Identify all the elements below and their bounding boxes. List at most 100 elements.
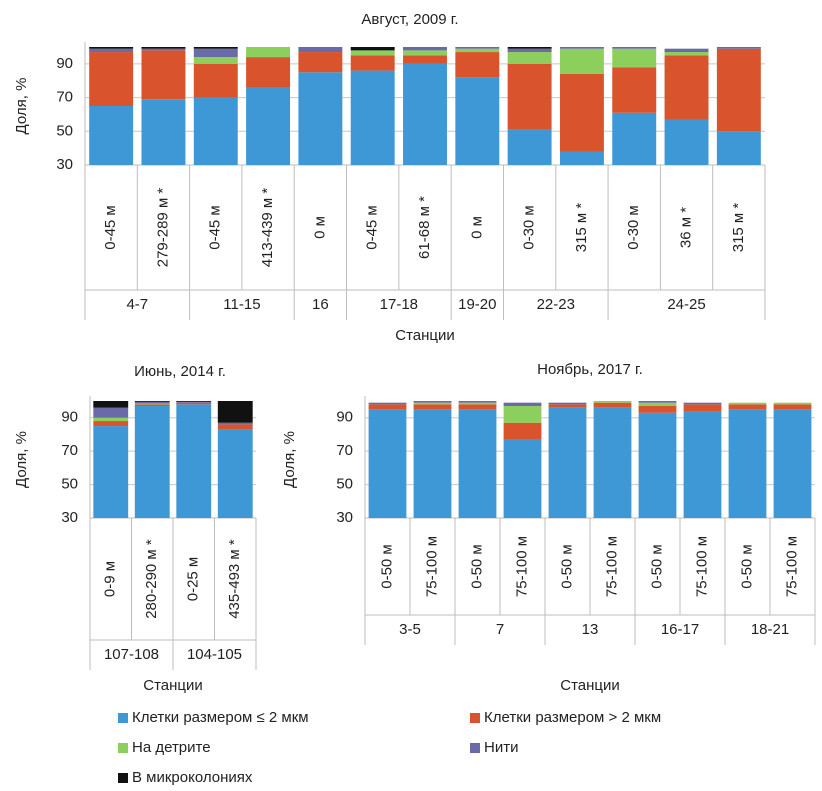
x-tick-label: 0-45 м <box>364 205 381 250</box>
bar-segment <box>664 48 709 53</box>
x-tick-label: 435-493 м * <box>226 539 243 619</box>
bar-segment <box>193 47 238 49</box>
bar-segment <box>507 48 552 53</box>
group-label: 24-25 <box>667 296 705 313</box>
legend-label: Клетки размером ≤ 2 мкм <box>132 709 309 726</box>
x-axis-label: Станции <box>143 677 203 694</box>
bar-segment <box>773 404 812 410</box>
legend-label: Нити <box>484 739 518 756</box>
bar-segment <box>176 401 212 402</box>
x-tick-label: 0-30 м <box>625 205 642 250</box>
bar-segment <box>548 407 587 518</box>
group-label: 104-105 <box>187 646 242 663</box>
bar-segment <box>503 402 542 407</box>
y-tick-label: 30 <box>56 156 73 173</box>
bar-segment <box>134 401 170 402</box>
chart-title: Ноябрь, 2017 г. <box>537 361 643 378</box>
bar-segment <box>141 99 186 165</box>
x-tick-label: 0-50 м <box>738 544 755 589</box>
y-axis-label: Доля, % <box>13 431 30 488</box>
x-tick-label: 61-68 м * <box>416 196 433 259</box>
bar-segment <box>350 47 395 51</box>
legend-label: Клетки размером > 2 мкм <box>484 709 661 726</box>
bar-segment <box>458 401 497 403</box>
bar-segment <box>716 48 761 132</box>
group-label: 7 <box>496 621 504 638</box>
x-tick-label: 0-25 м <box>185 557 202 602</box>
bar-segment <box>612 67 657 113</box>
group-label: 11-15 <box>223 296 260 313</box>
bar-segment <box>728 404 767 410</box>
x-tick-label: 0-30 м <box>521 205 538 250</box>
bar-segment <box>193 48 238 58</box>
bar-segment <box>403 47 447 51</box>
bar-segment <box>664 55 709 120</box>
bar-segment <box>503 439 542 518</box>
bar-segment <box>93 407 129 418</box>
x-axis-label: Станции <box>395 327 455 344</box>
group-label: 16-17 <box>661 621 699 638</box>
bar-segment <box>193 63 238 98</box>
bar-segment <box>134 403 170 405</box>
group-label: 18-21 <box>751 621 789 638</box>
bar-segment <box>773 409 812 518</box>
legend-swatch <box>470 743 480 753</box>
x-tick-label: 75-100 м <box>693 536 710 597</box>
bar-segment <box>728 402 767 405</box>
bar-segment <box>176 404 212 518</box>
bar-segment <box>455 52 500 78</box>
x-tick-label: 75-100 м <box>783 536 800 597</box>
bar-segment <box>176 401 212 403</box>
group-label: 13 <box>582 621 599 638</box>
bar-segment <box>350 55 395 71</box>
x-tick-label: 75-100 м <box>423 536 440 597</box>
y-tick-label: 70 <box>336 442 353 459</box>
bar-segment <box>93 401 129 408</box>
bar-segment <box>638 412 677 518</box>
bar-segment <box>716 47 761 49</box>
group-label: 107-108 <box>104 646 159 663</box>
bar-segment <box>93 426 129 518</box>
y-axis-label: Доля, % <box>281 431 298 488</box>
bar-segment <box>350 50 395 56</box>
x-tick-label: 0-50 м <box>648 544 665 589</box>
bar-segment <box>638 401 677 403</box>
legend-label: На детрите <box>132 739 211 756</box>
y-tick-label: 90 <box>336 409 353 426</box>
bar-segment <box>612 112 657 165</box>
bar-segment <box>298 72 343 165</box>
bar-segment <box>217 429 253 518</box>
x-tick-label: 75-100 м <box>603 536 620 597</box>
bar-segment <box>548 402 587 405</box>
bar-segment <box>89 47 134 49</box>
bar-segment <box>455 77 500 165</box>
chart-title: Июнь, 2014 г. <box>134 363 226 380</box>
bar-segment <box>193 97 238 165</box>
bar-segment <box>134 404 170 407</box>
bar-segment <box>593 401 632 403</box>
bar-segment <box>413 401 452 403</box>
bar-segment <box>458 402 497 405</box>
x-tick-label: 280-290 м * <box>143 539 160 619</box>
bar-segment <box>683 404 722 412</box>
x-tick-label: 0-9 м <box>102 561 119 597</box>
x-tick-label: 279-289 м * <box>154 188 171 268</box>
bar-segment <box>612 47 657 49</box>
group-label: 17-18 <box>380 296 418 313</box>
x-tick-label: 0 м <box>311 216 328 239</box>
bar-segment <box>683 411 722 518</box>
bar-segment <box>403 55 447 64</box>
bar-segment <box>134 401 170 404</box>
bar-segment <box>559 151 604 165</box>
bar-segment <box>559 47 604 49</box>
x-tick-label: 0-45 м <box>102 205 119 250</box>
bar-segment <box>559 73 604 152</box>
bar-segment <box>193 57 238 64</box>
bar-segment <box>455 47 500 49</box>
x-axis-label: Станции <box>560 677 620 694</box>
legend-swatch <box>470 713 480 723</box>
x-tick-label: 0 м <box>468 216 485 239</box>
y-tick-label: 30 <box>336 509 353 526</box>
bar-segment <box>141 47 186 49</box>
bar-segment <box>141 48 186 51</box>
